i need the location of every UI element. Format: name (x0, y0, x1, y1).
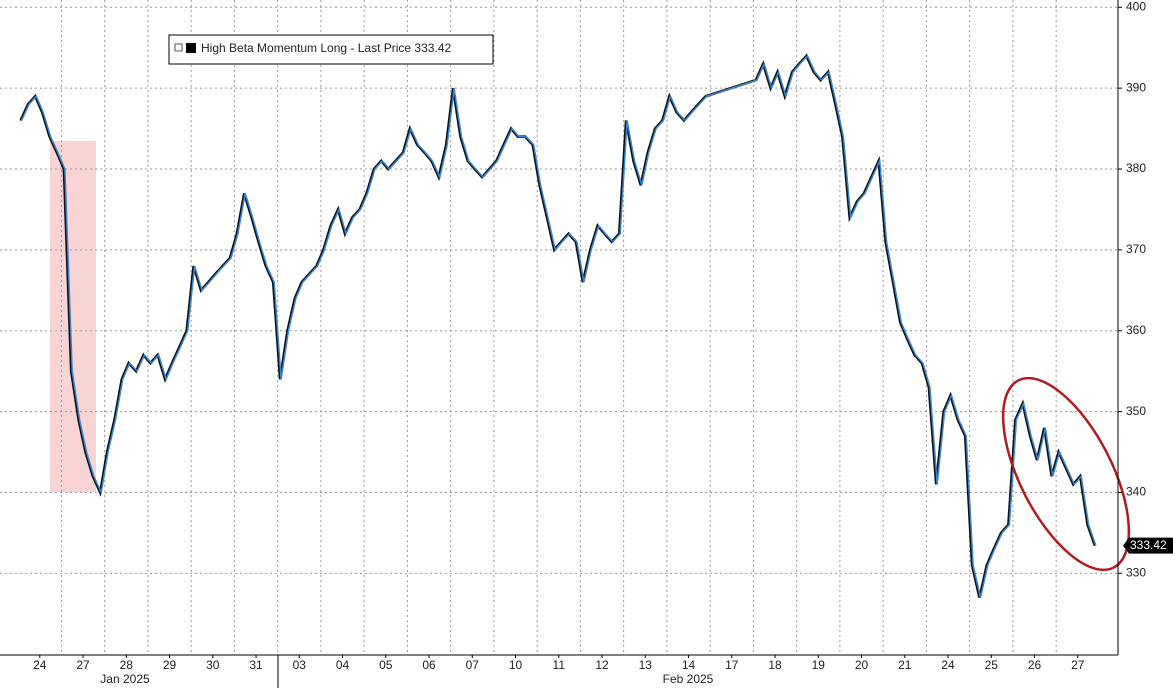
legend-swatch (186, 43, 196, 53)
x-tick-label: 06 (422, 658, 436, 672)
month-label: Jan 2025 (100, 672, 150, 686)
line-shadow (19, 53, 1097, 598)
x-tick-label: 19 (812, 658, 826, 672)
x-tick-label: 12 (595, 658, 609, 672)
x-tick-label: 18 (768, 658, 782, 672)
y-tick-label: 340 (1126, 485, 1146, 499)
y-tick-label: 370 (1126, 242, 1146, 256)
y-tick-label: 330 (1126, 565, 1146, 579)
legend-box (168, 34, 494, 65)
x-tick-label: 11 (553, 658, 566, 672)
x-tick-label: 27 (1071, 658, 1085, 672)
x-tick-label: 04 (336, 658, 350, 672)
legend: High Beta Momentum Long - Last Price 333… (168, 34, 494, 65)
x-tick-label: 27 (76, 658, 90, 672)
highlight-ellipse (1001, 376, 1131, 572)
x-tick-label: 07 (466, 658, 480, 672)
x-tick-label: 26 (1028, 658, 1042, 672)
x-tick-label: 10 (509, 658, 523, 672)
x-tick-label: 05 (379, 658, 393, 672)
y-tick-label: 360 (1126, 323, 1146, 337)
x-tick-label: 03 (293, 658, 307, 672)
x-tick-label: 30 (206, 658, 220, 672)
x-tick-label: 13 (639, 658, 653, 672)
month-label: Feb 2025 (663, 672, 714, 686)
x-tick-label: 14 (682, 658, 696, 672)
x-tick-label: 24 (33, 658, 47, 672)
x-tick-label: 24 (941, 658, 955, 672)
highlight-band (50, 141, 96, 492)
last-price-tag (1123, 537, 1173, 554)
last-price-label: 333.42 (1130, 538, 1167, 552)
x-tick-label: 29 (163, 658, 177, 672)
y-tick-label: 400 (1126, 0, 1146, 13)
x-tick-label: 28 (120, 658, 134, 672)
x-tick-label: 31 (249, 658, 263, 672)
legend-label: High Beta Momentum Long - Last Price 333… (201, 41, 451, 55)
y-tick-label: 380 (1126, 161, 1146, 175)
line (20, 54, 1097, 598)
y-tick-label: 390 (1126, 80, 1146, 94)
x-tick-label: 25 (985, 658, 999, 672)
x-tick-label: 21 (898, 658, 912, 672)
legend-checkbox (174, 43, 183, 52)
x-tick-label: 20 (855, 658, 869, 672)
plot (19, 53, 1097, 598)
x-tick-label: 17 (725, 658, 739, 672)
y-tick-label: 350 (1126, 404, 1146, 418)
